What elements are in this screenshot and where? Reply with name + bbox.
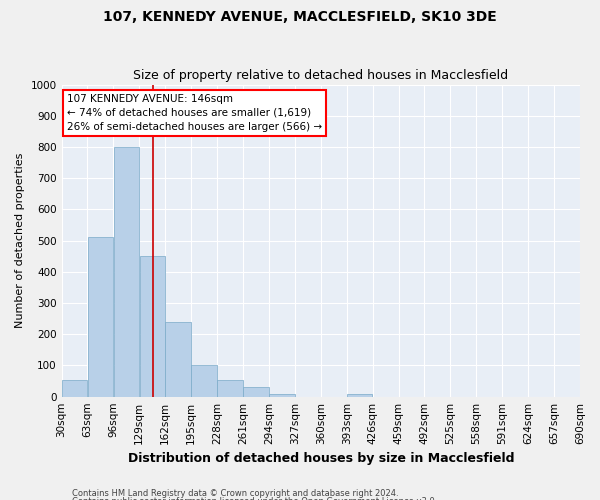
Bar (269, 394, 295, 396)
Bar (113, 147, 139, 396)
Bar (140, 256, 165, 396)
X-axis label: Distribution of detached houses by size in Macclesfield: Distribution of detached houses by size … (128, 452, 514, 465)
Text: Contains public sector information licensed under the Open Government Licence v3: Contains public sector information licen… (72, 497, 437, 500)
Title: Size of property relative to detached houses in Macclesfield: Size of property relative to detached ho… (133, 69, 508, 82)
Y-axis label: Number of detached properties: Number of detached properties (15, 153, 25, 328)
Bar (243, 388, 269, 396)
Bar (217, 380, 243, 396)
Bar (88, 238, 113, 396)
Bar (166, 322, 191, 396)
Bar (191, 366, 217, 396)
Text: 107, KENNEDY AVENUE, MACCLESFIELD, SK10 3DE: 107, KENNEDY AVENUE, MACCLESFIELD, SK10 … (103, 10, 497, 24)
Bar (62, 380, 87, 396)
Bar (347, 394, 373, 396)
Text: Contains HM Land Registry data © Crown copyright and database right 2024.: Contains HM Land Registry data © Crown c… (72, 488, 398, 498)
Text: 107 KENNEDY AVENUE: 146sqm
← 74% of detached houses are smaller (1,619)
26% of s: 107 KENNEDY AVENUE: 146sqm ← 74% of deta… (67, 94, 322, 132)
